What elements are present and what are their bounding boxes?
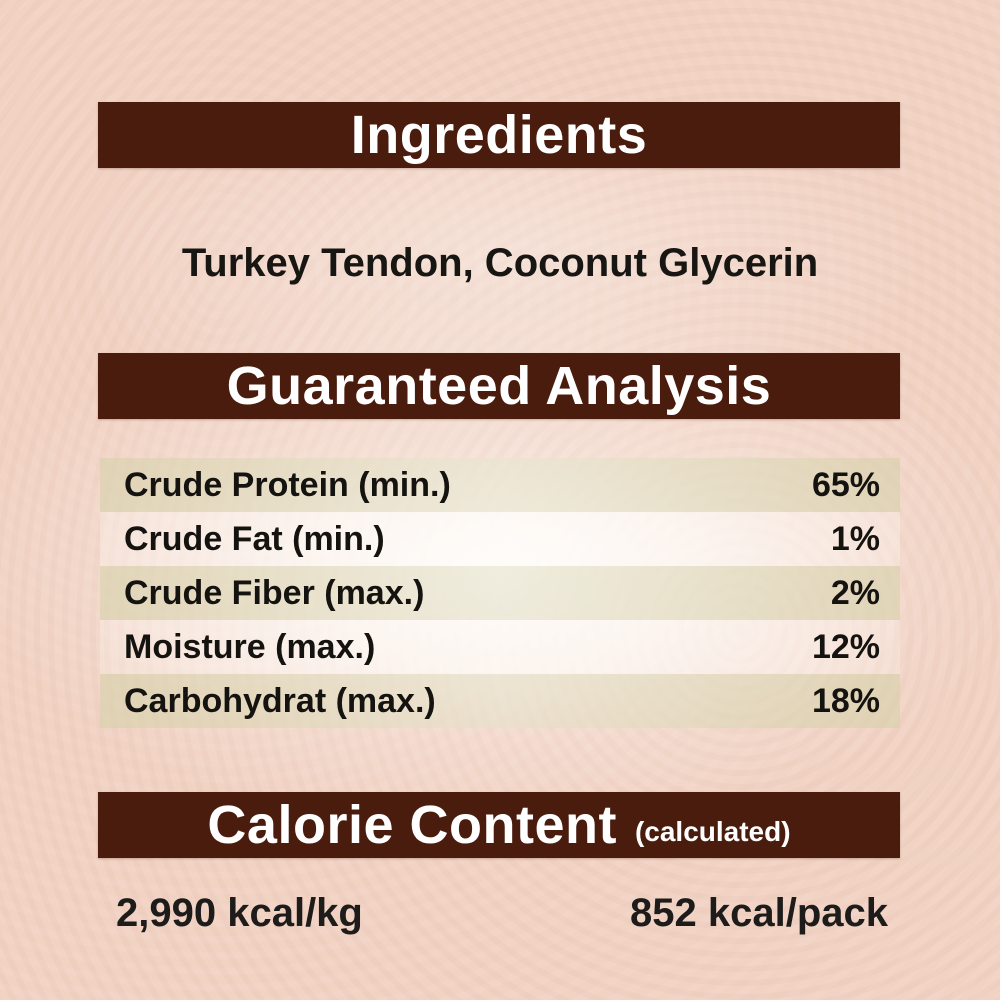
- row-label: Moisture (max.): [124, 627, 376, 666]
- row-value: 2%: [830, 573, 880, 612]
- table-row-crude-protein: Crude Protein (min.) 65%: [100, 458, 900, 512]
- row-label: Crude Fiber (max.): [124, 573, 425, 612]
- ingredients-header-bar: Ingredients: [98, 102, 900, 168]
- table-row-moisture: Moisture (max.) 12%: [100, 620, 900, 674]
- ingredients-list-text: Turkey Tendon, Coconut Glycerin: [181, 241, 819, 285]
- row-label: Crude Protein (min.): [124, 465, 451, 504]
- guaranteed-analysis-header-title: Guaranteed Analysis: [226, 356, 772, 416]
- calorie-per-kg-value: 2,990 kcal/kg: [116, 891, 363, 935]
- row-value: 12%: [811, 627, 880, 666]
- calorie-content-header-title: Calorie Content: [207, 795, 617, 855]
- table-row-carbohydrate: Carbohydrat (max.) 18%: [100, 674, 900, 728]
- ingredients-header-title: Ingredients: [350, 105, 648, 165]
- row-value: 18%: [811, 681, 880, 720]
- guaranteed-analysis-table: Crude Protein (min.) 65% Crude Fat (min.…: [100, 458, 900, 728]
- calorie-per-pack-value: 852 kcal/pack: [630, 891, 888, 935]
- row-label: Carbohydrat (max.): [124, 681, 436, 720]
- calorie-content-calculated-note: (calculated): [634, 816, 791, 847]
- row-label: Crude Fat (min.): [124, 519, 385, 558]
- table-row-crude-fat: Crude Fat (min.) 1%: [100, 512, 900, 566]
- table-row-crude-fiber: Crude Fiber (max.) 2%: [100, 566, 900, 620]
- calorie-content-header-bar: Calorie Content (calculated): [98, 792, 900, 858]
- guaranteed-analysis-header-bar: Guaranteed Analysis: [98, 353, 900, 419]
- row-value: 65%: [811, 465, 880, 504]
- calorie-values-row: 2,990 kcal/kg 852 kcal/pack: [100, 890, 900, 936]
- row-value: 1%: [830, 519, 880, 558]
